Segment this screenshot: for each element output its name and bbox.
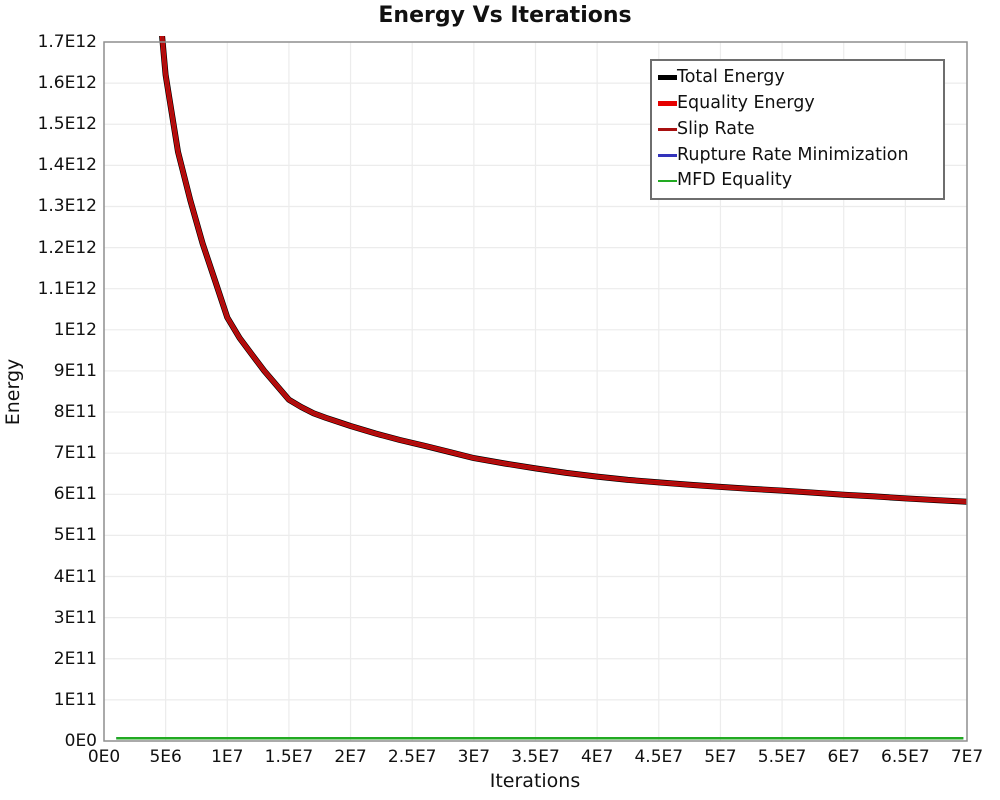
legend-line-swatch: [658, 179, 677, 183]
y-tick-label: 2E11: [53, 648, 97, 669]
y-tick-label: 8E11: [53, 402, 97, 423]
chart-title: Energy Vs Iterations: [378, 3, 632, 28]
y-tick-label: 4E11: [53, 566, 97, 587]
legend-label: MFD Equality: [677, 170, 793, 191]
y-tick-label: 1.1E12: [37, 278, 97, 299]
y-tick-label: 5E11: [53, 525, 97, 546]
x-tick-label: 4E7: [580, 747, 614, 767]
x-tick-label: 5E7: [704, 747, 737, 767]
legend-line-swatch: [658, 154, 677, 157]
y-tick-label: 1.4E12: [37, 155, 97, 176]
y-tick-label: 0E0: [64, 731, 97, 751]
y-tick-label: 6E11: [53, 484, 97, 505]
plot-border: [103, 41, 968, 742]
x-tick-label: 1.5E7: [264, 747, 314, 767]
x-tick-label: 4.5E7: [634, 747, 684, 767]
y-tick-label: 7E11: [53, 443, 97, 464]
x-axis-title: Iterations: [489, 770, 581, 792]
legend-label: Rupture Rate Minimization: [677, 144, 909, 165]
y-tick-label: 1.2E12: [37, 237, 97, 258]
y-tick-label: 1E12: [53, 319, 97, 340]
y-axis-title: Energy: [2, 358, 24, 426]
x-tick-label: 7E7: [950, 747, 984, 767]
x-tick-label: 2E7: [334, 747, 367, 767]
legend-item-equality-energy: Equality Energy: [658, 93, 937, 114]
y-tick-label: 1.3E12: [37, 196, 97, 217]
x-tick-label: 1E7: [211, 747, 244, 767]
series-lines: [116, 36, 968, 740]
x-tick-label: 2.5E7: [387, 747, 437, 767]
y-tick-label: 1.7E12: [37, 32, 97, 52]
x-tick-label: 3E7: [457, 747, 491, 767]
legend-line-swatch: [658, 101, 677, 107]
x-tick-label: 5.5E7: [757, 747, 807, 767]
y-tick-label: 3E11: [53, 607, 97, 628]
x-tick-label: 6.5E7: [881, 747, 930, 767]
y-tick-label: 9E11: [53, 360, 97, 381]
x-tick-label: 3.5E7: [511, 747, 560, 767]
y-tick-label: 1E11: [53, 689, 97, 710]
x-tick-label: 0E0: [87, 747, 121, 767]
legend-item-mfd-equality: MFD Equality: [658, 171, 937, 190]
legend-item-rupture-rate-minimization: Rupture Rate Minimization: [658, 144, 937, 165]
legend-line-swatch: [658, 127, 677, 131]
legend-line-swatch: [658, 75, 677, 81]
gridlines: [103, 41, 968, 742]
legend-label: Equality Energy: [677, 93, 815, 114]
series-line-slip-rate: [160, 36, 968, 504]
x-tick-label: 5E6: [149, 747, 182, 767]
legend-label: Total Energy: [677, 67, 785, 88]
legend-label: Slip Rate: [677, 118, 755, 139]
x-tick-label: 6E7: [827, 747, 860, 767]
y-tick-label: 1.5E12: [37, 114, 97, 135]
y-tick-label: 1.6E12: [37, 73, 97, 94]
legend: Total Energy Equality Energy Slip Rate Rupt…: [650, 59, 945, 200]
legend-item-total-energy: Total Energy: [658, 68, 937, 87]
legend-item-slip-rate: Slip Rate: [658, 118, 937, 139]
